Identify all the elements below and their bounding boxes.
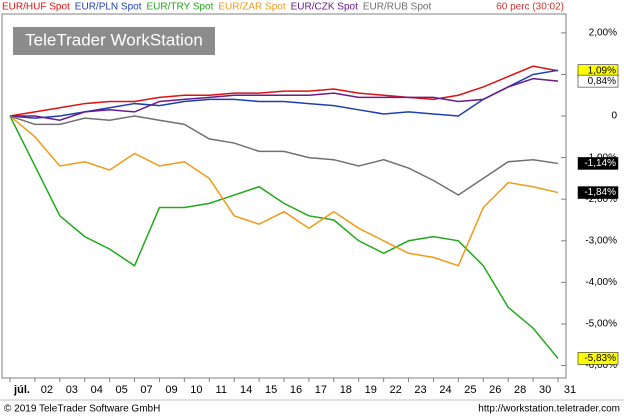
y-tick-label: 0 [611,111,617,122]
value-label: 1,09% [588,65,616,76]
value-label-box [577,186,619,199]
x-tick-label: 15 [265,384,277,396]
y-tick-label: -3,00% [585,235,617,246]
x-tick-label: 16 [290,384,302,396]
watermark: TeleTrader WorkStation [25,30,203,49]
watermark-box [13,27,215,55]
legend-entry: EUR/ZAR Spot [218,2,285,13]
x-tick-label: 11 [216,384,227,396]
series-line [9,69,559,119]
x-tick-label: 23 [414,384,426,396]
value-label: -5,83% [584,353,616,364]
x-tick-label: 09 [165,384,177,396]
series-line [9,115,559,196]
legend-entry: EUR/PLN Spot [75,2,142,13]
value-label: 0,84% [588,76,616,87]
value-label: -1,14% [584,158,616,169]
x-tick-label: júl. [13,384,30,396]
x-tick-label: 30 [539,384,551,396]
series-line [9,65,559,117]
x-tick-label: 07 [140,384,152,396]
x-tick-label: 24 [439,384,451,396]
y-tick-label: -5,00% [585,319,617,330]
x-tick-label: 03 [66,384,78,396]
x-tick-label: 05 [116,384,128,396]
x-tick-label: 14 [240,384,252,396]
y-tick-label: -2,00% [585,194,617,205]
legend-entry: EUR/HUF Spot [2,2,70,13]
value-label-box [577,74,619,88]
x-tick-label: 17 [315,384,327,396]
x-tick-label: 18 [340,384,352,396]
footer-left: © 2019 TeleTrader Software GmbH [4,404,160,415]
value-label: -1,84% [584,187,616,198]
x-tick-label: 22 [390,384,402,396]
x-tick-label: 26 [489,384,501,396]
x-tick-label: 04 [91,384,103,396]
y-tick-label: 2,00% [589,28,617,39]
x-tick-label: 10 [190,384,202,396]
series-line [9,115,559,267]
x-tick-label: 19 [365,384,377,396]
footer-right: http://workstation.teletrader.com [478,404,620,415]
x-tick-label: 25 [464,384,476,396]
y-tick-label: -6,00% [585,360,617,371]
series-line [9,115,559,359]
legend-entry: EUR/TRY Spot [147,2,214,13]
x-tick-label: 28 [514,384,526,396]
x-tick-label: 31 [564,384,576,396]
value-label-box [577,352,619,365]
legend-entry: EUR/CZK Spot [291,2,358,13]
series-line [10,77,559,121]
period: 60 perc (30:02) [496,2,564,13]
value-label-box [577,157,619,170]
y-tick-label: -4,00% [585,277,617,288]
legend-entry: EUR/RUB Spot [363,2,432,13]
x-tick-label: 02 [41,384,53,396]
